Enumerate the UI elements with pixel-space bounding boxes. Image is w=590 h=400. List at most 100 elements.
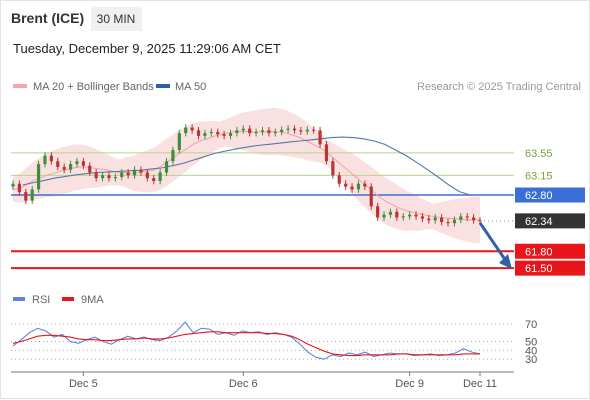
level-labels: 63.55 63.15 62.80 62.34 61.80 61.50	[515, 148, 585, 276]
rsi-series-RSI	[12, 321, 481, 360]
candle-body	[273, 132, 277, 134]
candle-body	[452, 219, 457, 224]
candle-body	[312, 129, 316, 131]
arrow-shaft	[478, 222, 508, 262]
candle-body	[184, 127, 188, 134]
rsi-lines	[12, 321, 481, 360]
candle-body	[100, 175, 105, 179]
candle-body	[420, 216, 425, 219]
level-label-61.50: 61.50	[525, 263, 553, 275]
price-panel: 63.55 63.15 62.80 62.34 61.80 61.50	[11, 107, 585, 276]
candle-body	[356, 183, 361, 190]
candle-body	[401, 216, 405, 218]
legend-ma50: MA 50	[175, 81, 206, 93]
forecast-arrow	[478, 222, 512, 269]
candle-body	[267, 130, 271, 134]
rsi-level-label-30: 30	[525, 354, 537, 366]
candle-body	[222, 134, 226, 136]
candle-body	[196, 130, 201, 136]
candle-body	[350, 186, 354, 190]
candle-body	[324, 144, 329, 162]
x-tick-label-Dec-6: Dec 6	[229, 378, 258, 390]
legend-ma9: 9MA	[81, 294, 104, 306]
candle-body	[24, 192, 28, 201]
candle-body	[132, 169, 137, 176]
candle-body	[107, 175, 111, 179]
candle-body	[292, 128, 297, 131]
candle-body	[241, 128, 245, 131]
rsi-level-label-50: 50	[525, 337, 537, 349]
candle-body	[81, 161, 85, 166]
rsi-series-9MA	[12, 331, 480, 357]
candle-body	[56, 161, 60, 167]
candle-body	[88, 165, 92, 173]
level-label-62.34: 62.34	[525, 216, 553, 228]
candle-body	[235, 130, 239, 134]
candle-body	[260, 130, 265, 132]
candle-body	[68, 164, 73, 170]
ma9-swatch	[62, 297, 74, 301]
candle-body	[472, 217, 476, 221]
x-axis-labels: Dec 5 Dec 6 Dec 9 Dec 11	[69, 372, 497, 390]
candle-body	[344, 183, 348, 187]
candle-body	[30, 189, 34, 201]
candle-body	[152, 178, 156, 181]
candle-body	[75, 161, 79, 165]
instrument-title: Brent (ICE)	[11, 10, 84, 26]
candle-body	[254, 132, 258, 134]
timeframe-badge[interactable]	[91, 7, 142, 31]
candle-body	[228, 133, 233, 136]
x-tick-label-Dec-5: Dec 5	[69, 378, 98, 390]
candle-body	[440, 217, 444, 222]
candle-body	[62, 166, 66, 170]
candle-body	[43, 155, 47, 165]
candle-body	[17, 183, 21, 193]
candlesticks	[11, 124, 482, 227]
candle-body	[465, 216, 469, 218]
rsi-swatch	[13, 297, 25, 301]
candle-body	[113, 177, 117, 179]
candle-body	[139, 169, 143, 173]
candle-body	[388, 211, 393, 215]
candle-body	[126, 172, 130, 176]
candle-body	[120, 172, 124, 177]
rsi-level-label-70: 70	[525, 319, 537, 331]
candle-body	[171, 150, 175, 162]
candle-body	[145, 172, 149, 179]
candle-body	[414, 214, 418, 217]
level-tag-61.50	[515, 260, 585, 276]
candle-body	[164, 161, 169, 173]
timeframe-label: 30 MIN	[97, 12, 136, 26]
candle-body	[36, 164, 41, 190]
candle-body	[318, 130, 322, 145]
level-tag-62.80	[515, 187, 585, 203]
candle-body	[11, 183, 15, 187]
level-label-62.80: 62.80	[525, 190, 553, 202]
candle-body	[478, 220, 482, 222]
legend-ma20: MA 20 + Bollinger Bands	[33, 81, 154, 93]
candle-body	[286, 128, 290, 130]
candle-body	[382, 214, 386, 218]
candle-body	[280, 129, 284, 132]
legend-rsi: RSI	[32, 294, 50, 306]
candle-body	[190, 127, 194, 131]
level-tag-61.80	[515, 243, 585, 259]
candle-body	[395, 211, 399, 218]
ma50-swatch	[156, 84, 170, 88]
candle-body	[459, 216, 463, 220]
rsi-level-label-40: 40	[525, 345, 537, 357]
x-tick-label-Dec-9: Dec 9	[395, 378, 424, 390]
candle-body	[177, 133, 181, 150]
candle-body	[158, 172, 162, 181]
candle-body	[331, 161, 335, 176]
candle-body	[337, 175, 341, 184]
level-label-63.15: 63.15	[525, 170, 553, 182]
ma20-swatch	[13, 84, 27, 88]
candle-body	[376, 206, 380, 218]
candle-body	[433, 217, 437, 221]
level-tag-62.34	[515, 213, 585, 229]
candle-body	[427, 218, 431, 221]
